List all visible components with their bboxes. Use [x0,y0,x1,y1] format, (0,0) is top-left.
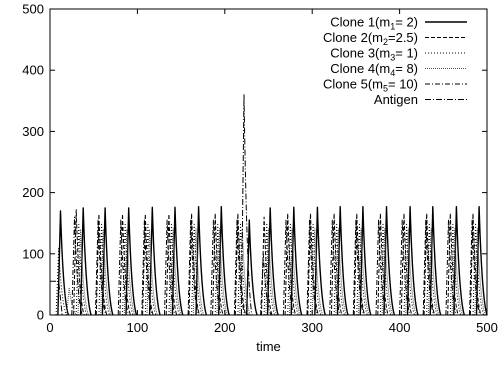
x-tick-label: 500 [476,320,498,335]
legend-entry-label: Clone 4(m4= 8) [330,61,418,78]
legend-entry-label: Clone 1(m1= 2) [330,15,418,32]
series-layer [50,94,488,316]
series-line-2 [73,209,482,316]
series-line-6 [50,94,253,316]
x-tick-label: 400 [389,320,411,335]
series-line-1 [57,206,488,316]
y-tick-label: 100 [22,246,44,261]
x-axis-label: time [256,339,281,354]
legend-entry-label: Clone 5(m5= 10) [323,77,418,94]
series-line-5 [71,216,481,316]
legend-entry-label: Clone 3(m3= 1) [330,46,418,63]
legend-entry-label: Antigen [374,92,418,107]
y-tick-label: 400 [22,63,44,78]
x-tick-label: 100 [127,320,149,335]
legend: Clone 1(m1= 2)Clone 2(m2=2.5)Clone 3(m3=… [323,15,467,107]
x-tick-label: 300 [301,320,323,335]
x-tick-label: 0 [46,320,53,335]
y-tick-label: 200 [22,185,44,200]
x-tick-label: 200 [214,320,236,335]
y-tick-label: 500 [22,2,44,17]
axis-ticks: 0 100 200 300 400 500 0 100 200 300 400 500 [22,2,498,336]
series-line-3 [55,223,484,316]
y-tick-label: 0 [37,308,44,323]
y-tick-label: 300 [22,124,44,139]
plot-frame [49,8,488,316]
legend-entry-label: Clone 2(m2=2.5) [323,30,418,47]
